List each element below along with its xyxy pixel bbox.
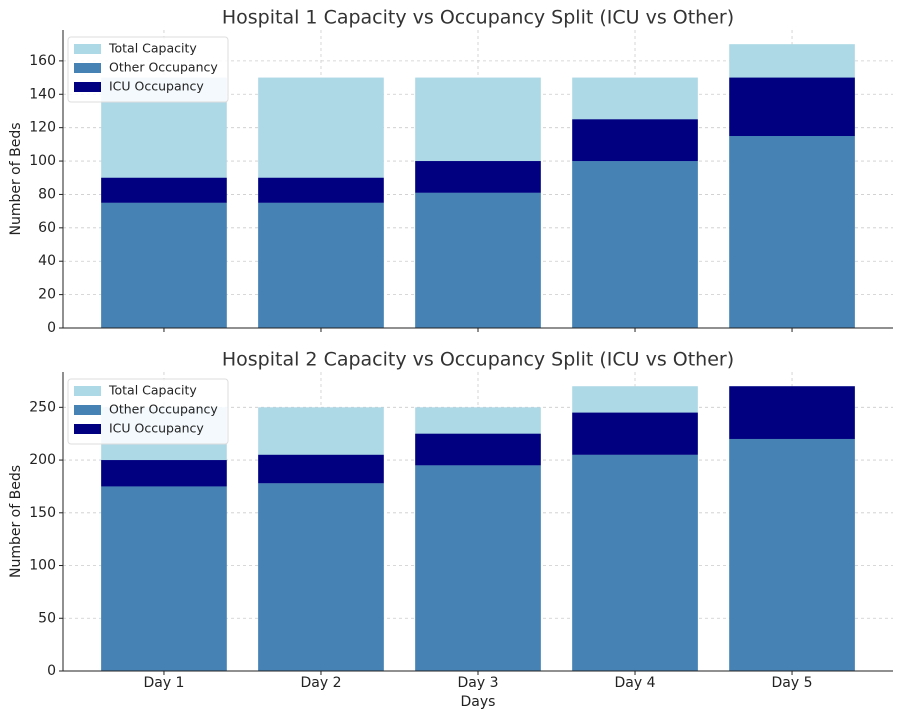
bar: [572, 161, 698, 328]
bar: [415, 192, 541, 328]
legend-box: [67, 36, 229, 103]
y-tick-label: 140: [29, 86, 56, 102]
bar: [101, 486, 227, 671]
bar: [415, 161, 541, 193]
y-tick-label: 80: [38, 186, 56, 202]
y-tick-label: 250: [29, 399, 56, 415]
bar: [729, 438, 855, 671]
y-axis-label: Number of Beds: [8, 465, 24, 578]
bar: [258, 202, 384, 328]
bar: [729, 386, 855, 439]
legend-label: Other Occupancy: [109, 402, 218, 417]
bar: [415, 465, 541, 671]
legend-label: Other Occupancy: [109, 60, 218, 75]
y-tick-label: 200: [29, 452, 56, 468]
bar: [572, 412, 698, 455]
y-tick-label: 50: [38, 610, 56, 626]
bar: [415, 433, 541, 466]
y-axis-label: Number of Beds: [8, 122, 24, 235]
legend-box: [67, 378, 229, 445]
legend-swatch: [74, 386, 101, 396]
y-tick-label: 40: [38, 253, 56, 269]
bar: [258, 483, 384, 671]
bar: [572, 454, 698, 671]
x-axis-label: Days: [461, 694, 496, 710]
y-tick-label: 0: [47, 320, 56, 336]
bar: [101, 177, 227, 203]
chart-title: Hospital 2 Capacity vs Occupancy Split (…: [222, 349, 734, 371]
legend-swatch: [74, 82, 101, 92]
y-tick-label: 20: [38, 287, 56, 303]
chart-title: Hospital 1 Capacity vs Occupancy Split (…: [222, 7, 734, 29]
legend-label: Total Capacity: [108, 41, 197, 56]
bar: [101, 460, 227, 487]
bar: [729, 136, 855, 328]
legend-label: Total Capacity: [108, 383, 197, 398]
legend-swatch: [74, 405, 101, 415]
y-tick-label: 150: [29, 505, 56, 521]
bar: [729, 77, 855, 137]
legend-swatch: [74, 44, 101, 54]
legend-swatch: [74, 63, 101, 73]
x-tick-label: Day 5: [772, 675, 813, 691]
x-tick-label: Day 1: [143, 675, 184, 691]
y-tick-label: 100: [29, 558, 56, 574]
y-tick-label: 0: [47, 663, 56, 679]
y-tick-label: 60: [38, 220, 56, 236]
x-tick-label: Day 3: [457, 675, 498, 691]
bar: [258, 454, 384, 484]
y-tick-label: 160: [29, 53, 56, 69]
bar: [101, 202, 227, 328]
legend-label: ICU Occupancy: [109, 79, 204, 94]
x-tick-label: Day 2: [300, 675, 341, 691]
bar: [572, 119, 698, 162]
bar: [258, 177, 384, 203]
legend-swatch: [74, 424, 101, 434]
y-tick-label: 100: [29, 153, 56, 169]
y-tick-label: 120: [29, 120, 56, 136]
x-tick-label: Day 4: [615, 675, 656, 691]
legend-label: ICU Occupancy: [109, 421, 204, 436]
